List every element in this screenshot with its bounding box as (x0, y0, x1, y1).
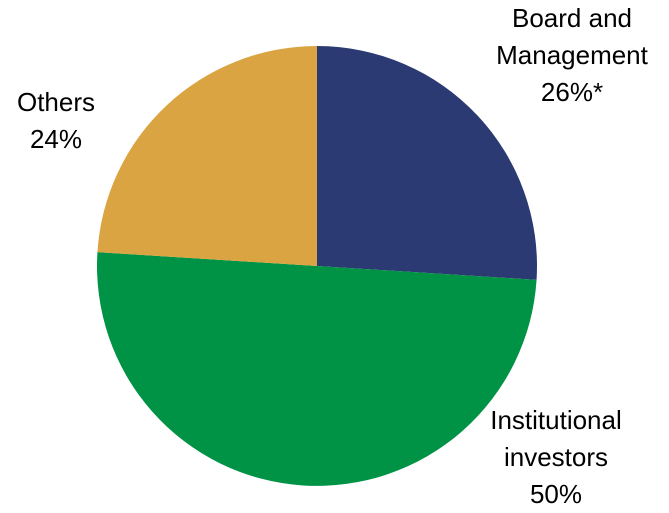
value-label: 50% (529, 479, 583, 509)
value-label: 24% (29, 124, 83, 154)
pie-slice (97, 46, 318, 266)
slice-label: Institutional investors 50% (471, 402, 641, 513)
category-label: Board and Management (496, 3, 648, 70)
pie-slice (317, 46, 537, 280)
slice-label: Others 24% (1, 84, 111, 158)
category-label: Institutional investors (490, 405, 622, 472)
value-label: 26%* (540, 77, 604, 107)
pie-slice (97, 252, 537, 486)
category-label: Others (16, 87, 96, 117)
slice-label: Board and Management 26%* (475, 0, 669, 111)
